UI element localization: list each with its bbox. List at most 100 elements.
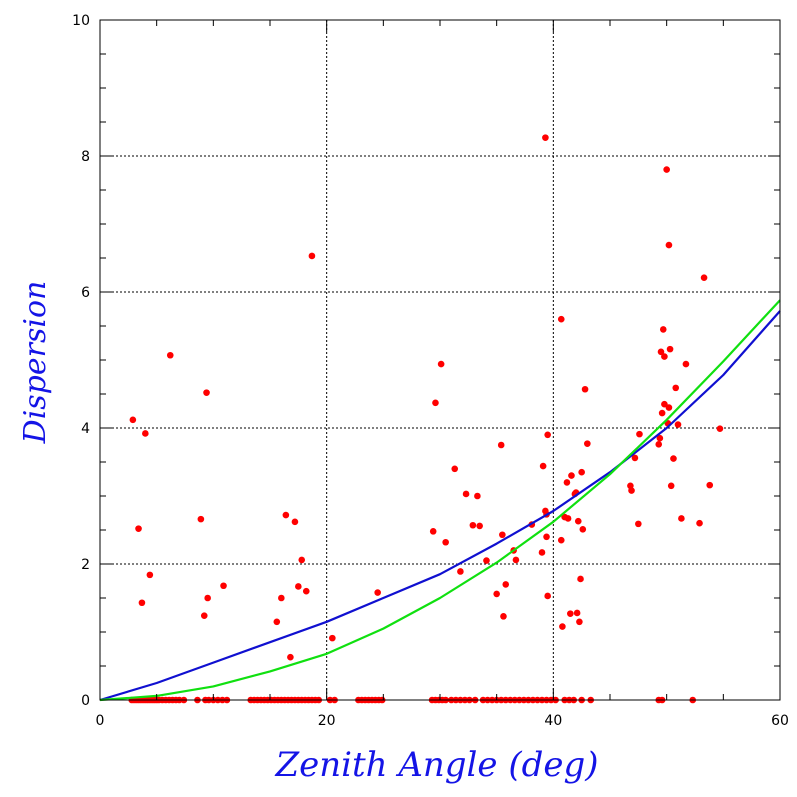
fit-curves: [99, 299, 781, 702]
data-point: [203, 389, 210, 396]
data-point: [499, 531, 506, 539]
data-point: [543, 533, 550, 541]
y-tick-label: 8: [81, 149, 90, 165]
data-point: [635, 520, 642, 528]
data-point: [129, 416, 137, 424]
data-point: [295, 583, 302, 590]
data-point: [628, 487, 635, 494]
data-point: [665, 404, 673, 411]
x-tick-label: 60: [771, 713, 789, 729]
data-point: [557, 315, 565, 323]
fit-curve-line: [99, 299, 781, 702]
x-tick-label: 40: [544, 713, 562, 729]
data-point: [200, 612, 208, 619]
data-point: [166, 351, 174, 359]
data-point: [656, 434, 664, 442]
grid-lines: [100, 20, 780, 700]
data-point: [374, 589, 381, 596]
data-point: [678, 515, 685, 522]
data-point: [568, 472, 575, 479]
data-point: [538, 549, 546, 556]
y-axis-title: Dispersion: [18, 281, 53, 445]
data-point: [476, 522, 483, 530]
data-point: [298, 556, 306, 564]
y-tick-label: 6: [81, 285, 90, 301]
data-point: [674, 421, 682, 428]
data-point: [474, 492, 481, 500]
data-point: [329, 634, 336, 642]
data-point: [658, 409, 666, 417]
data-point: [655, 441, 663, 448]
data-point: [542, 134, 549, 141]
data-point: [220, 582, 227, 590]
data-point: [557, 536, 565, 544]
data-point: [502, 581, 510, 588]
data-point: [500, 613, 507, 620]
data-point: [700, 274, 708, 282]
data-point: [706, 481, 714, 489]
data-point: [512, 556, 520, 564]
data-point: [308, 252, 316, 260]
data-point: [576, 618, 583, 626]
data-point: [497, 441, 505, 449]
data-point: [457, 568, 464, 575]
data-point: [544, 592, 551, 600]
x-axis-title: Zenith Angle (deg): [274, 745, 598, 785]
data-point: [142, 430, 149, 437]
data-point: [665, 241, 673, 249]
fit-curve-line: [99, 310, 781, 702]
data-point: [429, 528, 437, 535]
data-point: [437, 360, 445, 368]
y-tick-label: 0: [81, 693, 90, 709]
data-point: [273, 618, 281, 626]
data-point: [577, 575, 584, 583]
data-point: [672, 384, 680, 392]
data-point: [138, 599, 146, 607]
data-point: [716, 425, 724, 432]
data-point: [574, 517, 582, 525]
data-point: [287, 653, 294, 661]
data-point: [564, 515, 572, 522]
data-point: [567, 610, 574, 617]
data-point: [469, 521, 477, 529]
data-point: [559, 623, 566, 630]
axis-ticks: [99, 19, 781, 701]
y-tick-label: 4: [81, 421, 90, 437]
data-point: [573, 609, 581, 617]
data-point: [282, 511, 290, 519]
data-point: [682, 360, 690, 368]
data-point: [631, 454, 639, 462]
x-tick-label: 20: [318, 713, 336, 729]
data-points: [129, 134, 724, 661]
y-tick-label: 10: [72, 13, 90, 29]
y-tick-label: 2: [81, 557, 90, 573]
data-point: [659, 326, 667, 333]
data-point: [661, 353, 668, 360]
data-point: [291, 518, 299, 526]
data-point: [584, 440, 591, 447]
data-point: [197, 515, 205, 523]
data-point: [670, 455, 677, 462]
data-point: [696, 519, 703, 527]
data-point: [636, 430, 643, 438]
data-point: [493, 590, 500, 598]
data-point: [667, 482, 675, 490]
data-point: [442, 538, 449, 546]
data-point: [483, 557, 490, 564]
data-point: [539, 462, 547, 470]
data-point: [661, 400, 668, 408]
data-point: [146, 571, 154, 579]
data-point: [563, 479, 571, 486]
data-point: [278, 594, 285, 602]
data-point: [578, 468, 585, 476]
data-point: [657, 348, 665, 356]
data-point: [579, 526, 587, 533]
data-point: [451, 465, 459, 473]
data-point: [663, 166, 670, 173]
data-point: [544, 431, 551, 439]
data-point: [204, 594, 211, 602]
tick-labels: 0 20 40 60 0 2 4 6 8 10: [72, 13, 789, 729]
x-tick-label: 0: [96, 713, 105, 729]
